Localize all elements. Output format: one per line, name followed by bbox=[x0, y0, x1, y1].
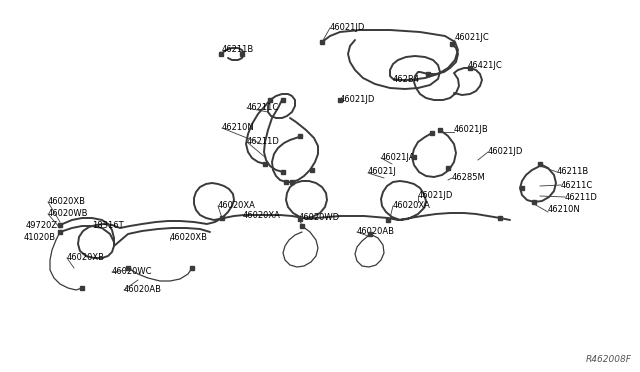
Text: 46021JC: 46021JC bbox=[455, 33, 490, 42]
Text: 41020B: 41020B bbox=[24, 234, 56, 243]
Text: 46021JA: 46021JA bbox=[381, 154, 415, 163]
Text: 46211C: 46211C bbox=[561, 180, 593, 189]
Text: 46211D: 46211D bbox=[565, 192, 598, 202]
Text: 49720Z: 49720Z bbox=[26, 221, 58, 231]
Text: 46421JC: 46421JC bbox=[468, 61, 503, 71]
Text: 46210N: 46210N bbox=[222, 124, 255, 132]
Text: 46211C: 46211C bbox=[247, 103, 279, 112]
Text: 46021JD: 46021JD bbox=[488, 148, 524, 157]
Text: 46020WC: 46020WC bbox=[112, 267, 152, 276]
Text: 46020WD: 46020WD bbox=[299, 214, 340, 222]
Text: 46021JD: 46021JD bbox=[418, 192, 453, 201]
Text: 46020AB: 46020AB bbox=[357, 228, 395, 237]
Text: 46211B: 46211B bbox=[222, 45, 254, 55]
Text: 46020AB: 46020AB bbox=[124, 285, 162, 295]
Text: 46020XA: 46020XA bbox=[218, 202, 256, 211]
Text: 46285M: 46285M bbox=[452, 173, 486, 183]
Text: 462B4: 462B4 bbox=[393, 76, 420, 84]
Text: 46021JD: 46021JD bbox=[340, 96, 376, 105]
Text: R462008F: R462008F bbox=[586, 355, 632, 364]
Text: 46210N: 46210N bbox=[548, 205, 580, 215]
Text: 46211B: 46211B bbox=[557, 167, 589, 176]
Text: 18316T: 18316T bbox=[92, 221, 124, 231]
Text: 46020XB: 46020XB bbox=[48, 198, 86, 206]
Text: 46020XA: 46020XA bbox=[393, 202, 431, 211]
Text: 46021J: 46021J bbox=[368, 167, 397, 176]
Text: 46020WB: 46020WB bbox=[48, 209, 88, 218]
Text: 46020XB: 46020XB bbox=[67, 253, 105, 263]
Text: 46021JB: 46021JB bbox=[454, 125, 489, 135]
Text: 46021JD: 46021JD bbox=[330, 23, 365, 32]
Text: 46020XA: 46020XA bbox=[243, 212, 281, 221]
Text: 46020XB: 46020XB bbox=[170, 234, 208, 243]
Text: 46211D: 46211D bbox=[247, 138, 280, 147]
